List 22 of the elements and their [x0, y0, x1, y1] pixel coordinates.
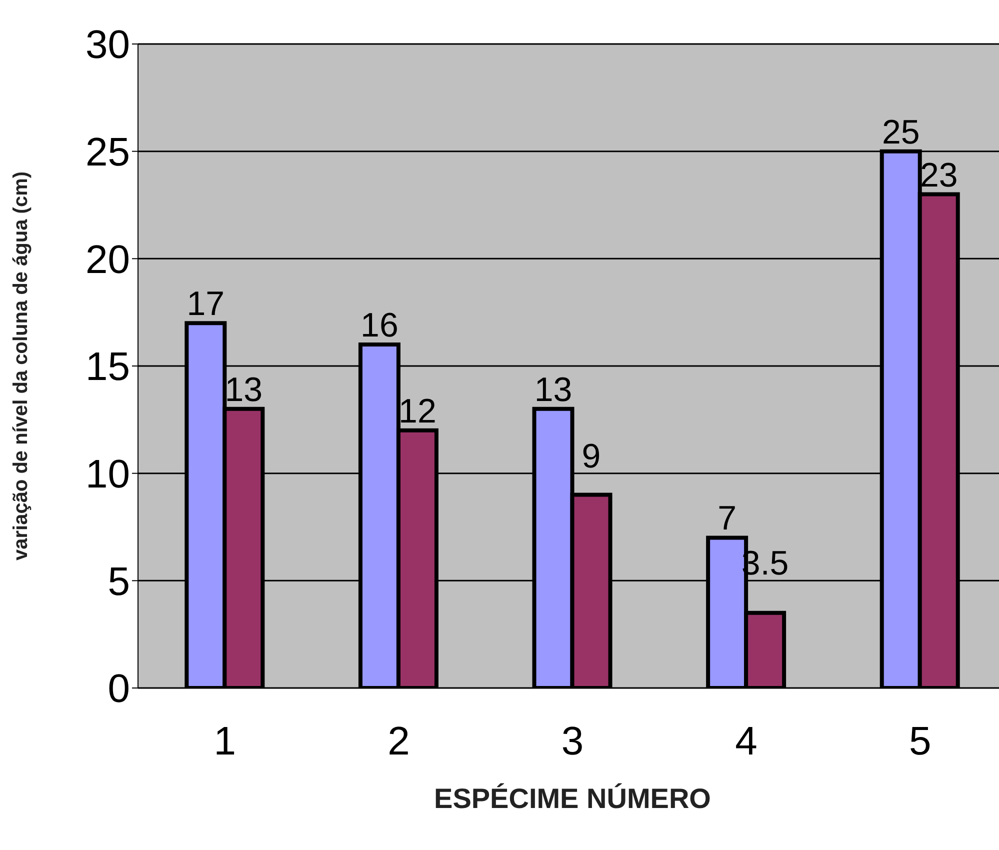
y-tick-label: 0: [108, 667, 130, 712]
data-label: 17: [186, 285, 225, 324]
x-tick-label: 1: [214, 719, 236, 764]
x-axis-title: ESPÉCIME NÚMERO: [434, 783, 711, 814]
data-label: 25: [882, 113, 920, 152]
data-label: 16: [360, 306, 398, 345]
y-tick-label: 5: [108, 560, 130, 604]
y-tick-label: 20: [86, 238, 130, 282]
y-tick-label: 15: [86, 345, 130, 390]
x-tick-label: 5: [908, 719, 932, 764]
data-label: 7: [718, 500, 737, 538]
data-label: 13: [224, 370, 263, 409]
y-tick-label: 30: [86, 23, 130, 68]
x-tick-label: 3: [561, 719, 584, 764]
y-tick-label: 10: [86, 452, 130, 497]
data-label: 9: [582, 437, 601, 476]
y-axis-title: variação de nível da coluna de água (cm): [10, 171, 32, 561]
data-label: 13: [534, 370, 572, 409]
x-tick-label: 4: [735, 719, 758, 764]
x-tick-label: 2: [388, 719, 410, 764]
y-tick-label: 25: [86, 130, 130, 175]
data-label: 12: [398, 392, 436, 430]
